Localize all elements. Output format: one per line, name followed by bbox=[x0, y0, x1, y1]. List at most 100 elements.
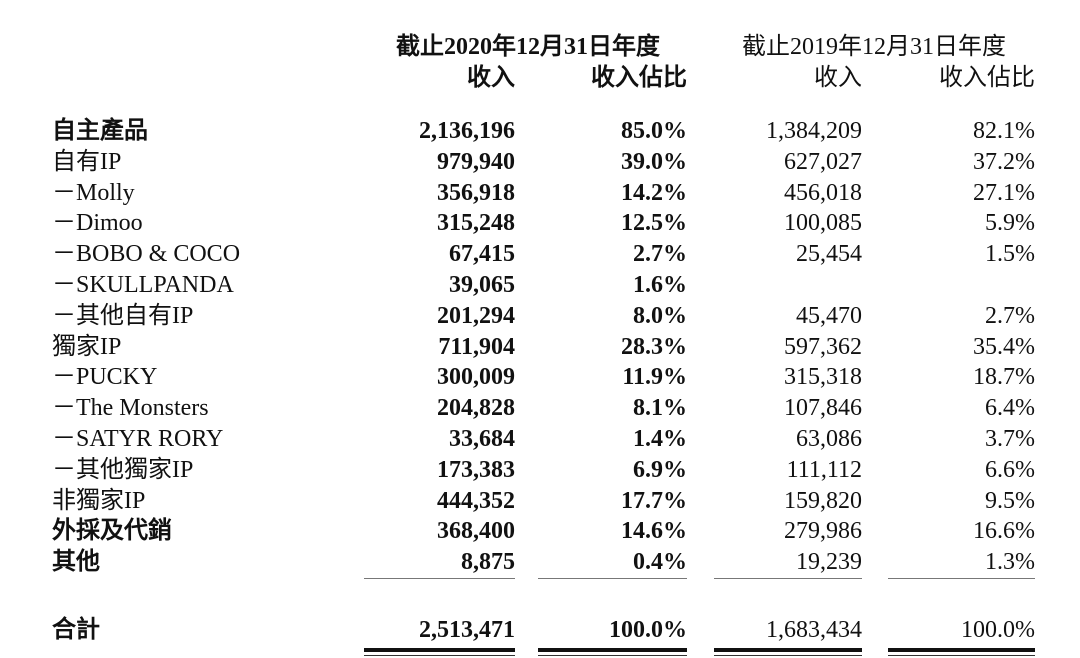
share-2020: 17.7% bbox=[621, 487, 687, 514]
subtotal-rule bbox=[364, 578, 515, 579]
revenue-2020: 2,136,196 bbox=[419, 118, 515, 144]
table-row: －其他自有IP 201,294 8.0% 45,470 2.7% bbox=[0, 301, 1080, 331]
revenue-2020: 444,352 bbox=[437, 487, 515, 514]
row-label: －Molly bbox=[52, 179, 135, 206]
revenue-2019: 45,470 bbox=[796, 302, 862, 329]
total-double-rule bbox=[714, 655, 862, 656]
share-2019: 82.1% bbox=[973, 118, 1035, 144]
table-row: －SATYR RORY 33,684 1.4% 63,086 3.7% bbox=[0, 424, 1080, 454]
table-row: －其他獨家IP 173,383 6.9% 111,112 6.6% bbox=[0, 455, 1080, 485]
row-label: 自有IP bbox=[52, 148, 122, 175]
row-label: 合計 bbox=[52, 617, 100, 643]
revenue-2020: 300,009 bbox=[437, 364, 515, 391]
subtotal-rule bbox=[888, 578, 1035, 579]
row-label: 其他 bbox=[52, 549, 100, 576]
table-row: 自有IP 979,940 39.0% 627,027 37.2% bbox=[0, 147, 1080, 177]
row-label: －其他獨家IP bbox=[52, 456, 194, 483]
share-2020-header: 收入佔比 bbox=[591, 65, 687, 91]
share-2019: 100.0% bbox=[961, 617, 1035, 643]
revenue-2019: 279,986 bbox=[784, 518, 862, 545]
revenue-2019: 100,085 bbox=[784, 210, 862, 237]
revenue-2019: 597,362 bbox=[784, 333, 862, 360]
table-row: 非獨家IP 444,352 17.7% 159,820 9.5% bbox=[0, 486, 1080, 516]
revenue-2019: 456,018 bbox=[784, 179, 862, 206]
table-row: －The Monsters 204,828 8.1% 107,846 6.4% bbox=[0, 393, 1080, 423]
table-row: －BOBO & COCO 67,415 2.7% 25,454 1.5% bbox=[0, 239, 1080, 269]
revenue-2020: 201,294 bbox=[437, 302, 515, 329]
revenue-2020-header: 收入 bbox=[467, 65, 515, 91]
share-2020: 12.5% bbox=[621, 210, 687, 237]
share-2020: 28.3% bbox=[621, 333, 687, 360]
row-label: －PUCKY bbox=[52, 364, 158, 391]
table-row: 其他 8,875 0.4% 19,239 1.3% bbox=[0, 547, 1080, 577]
table-row: 獨家IP 711,904 28.3% 597,362 35.4% bbox=[0, 332, 1080, 362]
share-2019: 16.6% bbox=[973, 518, 1035, 545]
total-double-rule bbox=[538, 655, 687, 656]
share-2020: 0.4% bbox=[633, 549, 687, 576]
table-row: 自主產品 2,136,196 85.0% 1,384,209 82.1% bbox=[0, 116, 1080, 146]
share-2020: 14.6% bbox=[621, 518, 687, 545]
share-2020: 100.0% bbox=[609, 617, 687, 643]
share-2019: 1.3% bbox=[985, 549, 1035, 576]
share-2020: 8.1% bbox=[633, 395, 687, 422]
share-2019: 5.9% bbox=[985, 210, 1035, 237]
total-double-rule bbox=[538, 648, 687, 652]
row-label: 非獨家IP bbox=[52, 487, 146, 514]
total-double-rule bbox=[714, 648, 862, 652]
table-row: －SKULLPANDA 39,065 1.6% bbox=[0, 270, 1080, 300]
revenue-2020: 711,904 bbox=[438, 333, 515, 360]
revenue-2019: 111,112 bbox=[786, 456, 862, 483]
share-2020: 2.7% bbox=[633, 241, 687, 268]
revenue-2020: 315,248 bbox=[437, 210, 515, 237]
row-label: 獨家IP bbox=[52, 333, 122, 360]
share-2019: 37.2% bbox=[973, 148, 1035, 175]
share-2020: 39.0% bbox=[621, 148, 687, 175]
share-2020: 1.4% bbox=[633, 426, 687, 452]
row-label: 外採及代銷 bbox=[52, 518, 172, 545]
revenue-2019: 1,384,209 bbox=[766, 118, 862, 144]
revenue-2020: 979,940 bbox=[437, 148, 515, 175]
table-row: －Molly 356,918 14.2% 456,018 27.1% bbox=[0, 178, 1080, 208]
row-label: 自主產品 bbox=[52, 118, 148, 144]
revenue-2020: 33,684 bbox=[449, 426, 515, 452]
total-row: 合計 2,513,471 100.0% 1,683,434 100.0% bbox=[0, 615, 1080, 645]
revenue-2019: 19,239 bbox=[796, 549, 862, 576]
revenue-2020: 8,875 bbox=[461, 549, 515, 576]
table-row: 外採及代銷 368,400 14.6% 279,986 16.6% bbox=[0, 516, 1080, 546]
revenue-2020: 39,065 bbox=[449, 272, 515, 298]
share-2019: 18.7% bbox=[973, 364, 1035, 391]
table-row: －Dimoo 315,248 12.5% 100,085 5.9% bbox=[0, 208, 1080, 238]
revenue-2019-header: 收入 bbox=[814, 65, 862, 91]
revenue-2019: 627,027 bbox=[784, 148, 862, 175]
period-2019-header: 截止2019年12月31日年度 bbox=[742, 34, 1006, 60]
share-2019: 6.6% bbox=[985, 456, 1035, 483]
total-double-rule bbox=[888, 655, 1035, 656]
revenue-2019: 1,683,434 bbox=[766, 617, 862, 643]
total-double-rule bbox=[888, 648, 1035, 652]
revenue-2019: 63,086 bbox=[796, 426, 862, 452]
share-2019: 3.7% bbox=[985, 426, 1035, 452]
share-2020: 8.0% bbox=[633, 302, 687, 329]
subtotal-rule bbox=[538, 578, 687, 579]
share-2019: 9.5% bbox=[985, 487, 1035, 514]
revenue-2020: 173,383 bbox=[437, 456, 515, 483]
share-2020: 85.0% bbox=[621, 118, 687, 144]
revenue-2020: 204,828 bbox=[437, 395, 515, 422]
revenue-2020: 2,513,471 bbox=[419, 617, 515, 643]
revenue-2020: 368,400 bbox=[437, 518, 515, 545]
share-2019: 6.4% bbox=[985, 395, 1035, 422]
share-2020: 6.9% bbox=[633, 456, 687, 483]
share-2019: 27.1% bbox=[973, 179, 1035, 206]
share-2019: 2.7% bbox=[985, 302, 1035, 329]
row-label: －SATYR RORY bbox=[52, 426, 224, 452]
row-label: －BOBO & COCO bbox=[52, 241, 241, 268]
revenue-2019: 315,318 bbox=[784, 364, 862, 391]
subtotal-rule bbox=[714, 578, 862, 579]
revenue-2020: 67,415 bbox=[449, 241, 515, 268]
row-label: －The Monsters bbox=[52, 395, 209, 422]
share-2019: 1.5% bbox=[985, 241, 1035, 268]
share-2019: 35.4% bbox=[973, 333, 1035, 360]
revenue-2019: 107,846 bbox=[784, 395, 862, 422]
period-2020-header: 截止2020年12月31日年度 bbox=[396, 34, 660, 60]
revenue-2019: 159,820 bbox=[784, 487, 862, 514]
